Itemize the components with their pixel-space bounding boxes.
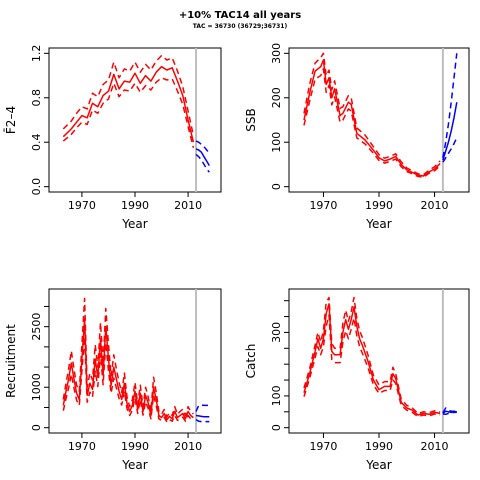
fbar-x-tick-label: 1970 (68, 199, 96, 212)
fbar-y-axis-label: F̄2–4 (4, 106, 18, 134)
recruitment-series-proj-lower (195, 418, 210, 423)
fbar-series-upper (62, 54, 195, 136)
recruitment-x-tick-label: 1970 (68, 440, 96, 453)
fbar-series-proj-lower (195, 153, 210, 173)
catch-x-tick-label: 1990 (365, 440, 393, 453)
fbar-y-tick-label: 0.8 (30, 89, 43, 107)
fbar-y-tick-label: 0.0 (30, 178, 43, 196)
ssb-y-tick-label: 0 (270, 183, 283, 190)
fbar-y-tick-label: 0.4 (30, 133, 43, 151)
catch-series-proj-lower (442, 411, 457, 416)
recruitment-series-lower (62, 336, 194, 423)
fbar-series-proj-median (195, 148, 210, 166)
ssb-x-tick-label: 2010 (421, 199, 449, 212)
recruitment-y-tick-label: 0 (30, 424, 43, 431)
recruitment-x-axis-label: Year (121, 458, 147, 472)
fbar-series-proj-upper (195, 140, 210, 154)
ssb-y-axis-label: SSB (244, 108, 258, 131)
recruitment-y-tick-label: 1000 (30, 373, 43, 401)
catch-x-axis-label: Year (365, 458, 391, 472)
recruitment-series-upper (62, 297, 194, 418)
panel-recruitment: 1970 1990 2010 0 1000 2500 Year Recruitment (4, 288, 222, 472)
catch-x-tick-label: 2010 (421, 440, 449, 453)
catch-series-median (303, 303, 441, 416)
ssb-y-tick-label: 300 (270, 43, 283, 64)
recruitment-x-tick-label: 2010 (174, 440, 202, 453)
ssb-series-upper (303, 52, 441, 176)
ssb-series-proj-lower (442, 137, 458, 163)
ssb-x-tick-label: 1970 (309, 199, 337, 212)
catch-series-lower (303, 314, 441, 418)
recruitment-series-proj-median (195, 414, 210, 418)
fbar-series-lower (62, 77, 195, 148)
panel-fbar: 1970 1990 2010 0.0 0.4 0.8 1.2 Year F̄2–4 (4, 45, 222, 231)
recruitment-series-median (62, 317, 194, 421)
recruitment-x-tick-label: 1990 (121, 440, 149, 453)
recruitment-y-tick-label: 2500 (30, 313, 43, 341)
ssb-y-tick-label: 200 (270, 87, 283, 108)
ssb-series-median (303, 59, 441, 177)
fbar-series-median (62, 65, 195, 143)
recruitment-series-proj-upper (195, 404, 210, 412)
catch-x-tick-label: 1970 (309, 440, 337, 453)
catch-y-tick-label: 100 (270, 385, 283, 406)
ssb-y-tick-label: 100 (270, 132, 283, 153)
fbar-x-tick-label: 2010 (174, 199, 202, 212)
ssb-series-lower (303, 68, 441, 179)
panel-ssb: 1970 1990 2010 0 100 200 300 Year SSB (244, 43, 470, 231)
catch-series-upper (303, 296, 441, 415)
catch-series-proj-upper (442, 407, 457, 414)
catch-y-tick-label: 300 (270, 322, 283, 343)
ssb-series-proj-upper (442, 53, 458, 158)
catch-y-axis-label: Catch (244, 344, 258, 379)
fbar-x-axis-label: Year (121, 217, 147, 231)
chart-subtitle: TAC = 36730 (36729;36731) (192, 23, 288, 30)
chart-title: +10% TAC14 all years (178, 10, 302, 21)
panel-catch: 1970 1990 2010 0 100 300 Year Catch (244, 288, 470, 472)
ssb-series-proj-median (442, 102, 458, 161)
recruitment-y-axis-label: Recruitment (4, 324, 18, 398)
fbar-y-tick-label: 1.2 (30, 45, 43, 63)
ssb-x-tick-label: 1990 (365, 199, 393, 212)
ssb-x-axis-label: Year (365, 217, 391, 231)
fbar-x-tick-label: 1990 (121, 199, 149, 212)
catch-y-tick-label: 0 (270, 424, 283, 431)
